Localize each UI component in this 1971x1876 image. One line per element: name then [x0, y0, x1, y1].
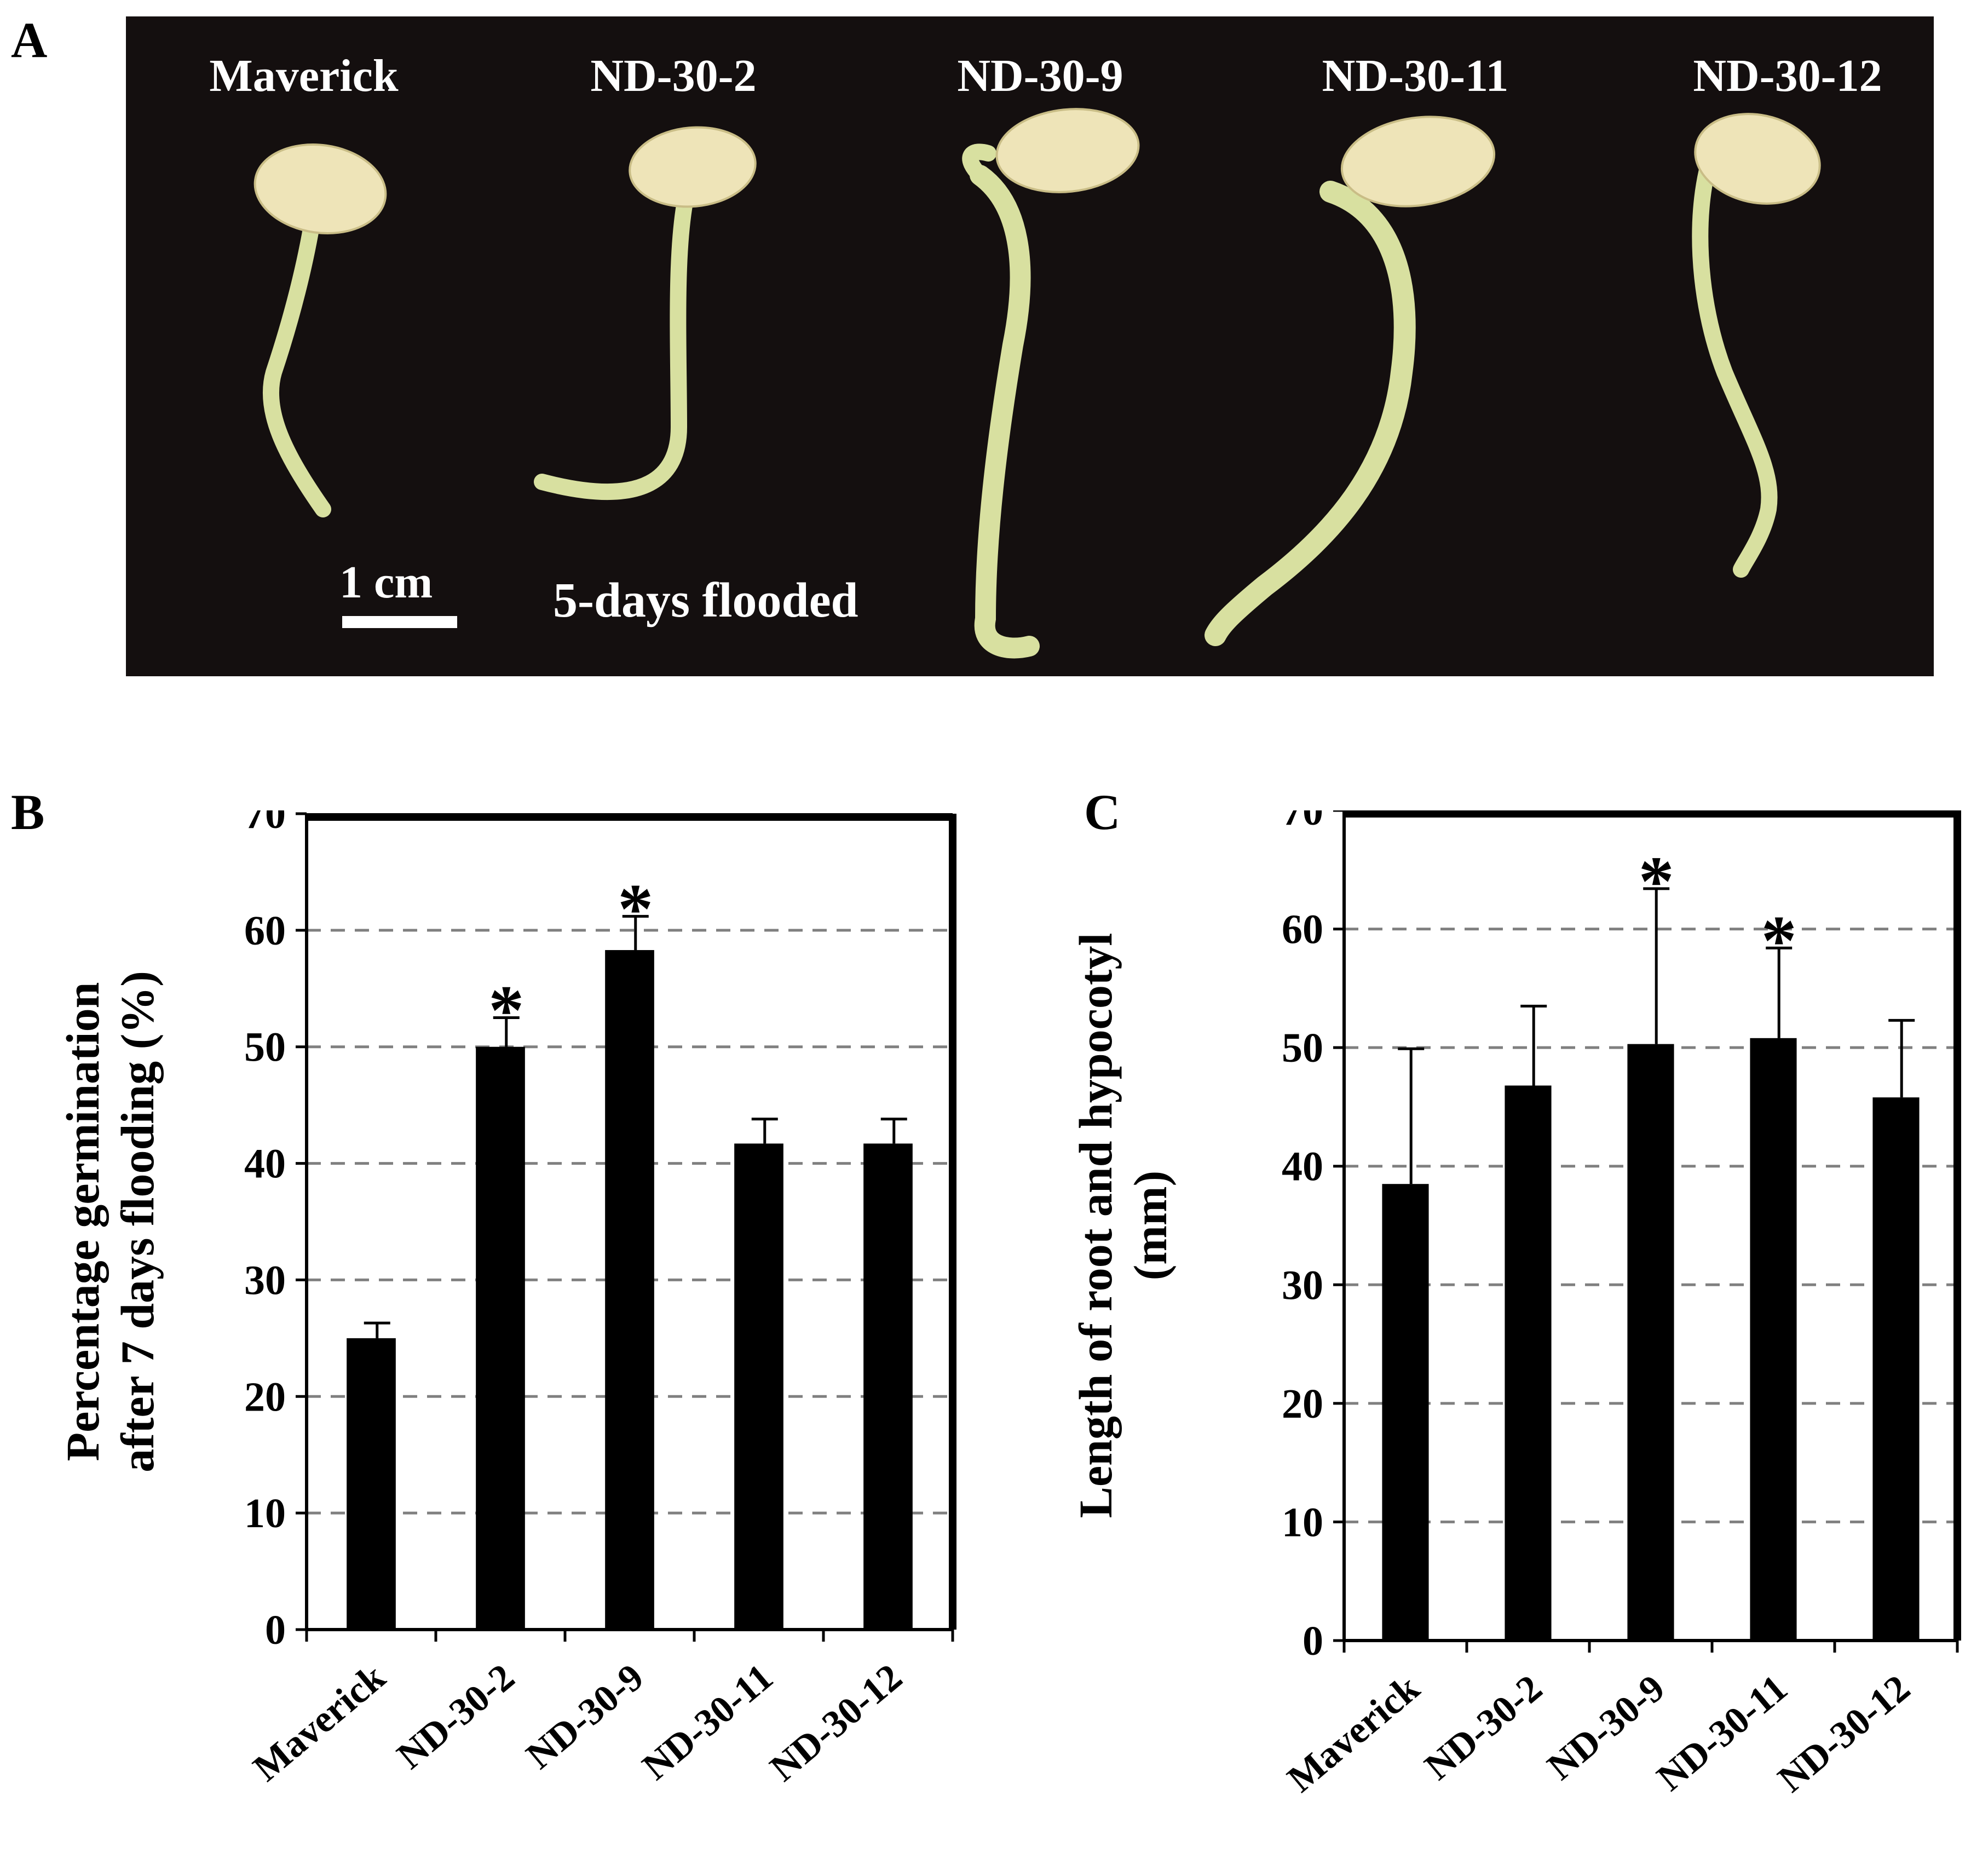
b-bar-2 — [605, 950, 654, 1630]
sample-label-nd-30-12: ND-30-12 — [1693, 50, 1882, 101]
c-x-label-3: ND-30-11 — [1649, 1667, 1795, 1799]
b-y-label-30: 30 — [244, 1257, 286, 1303]
c-y-label-10: 10 — [1282, 1499, 1323, 1545]
seedlings-illustration — [253, 108, 1821, 659]
c-y-label-40: 40 — [1282, 1144, 1323, 1190]
b-y-axis-title-line-1: after 7 days flooding (%) — [111, 971, 164, 1472]
c-x-label-0: Maverick — [1280, 1667, 1427, 1800]
b-x-label-3: ND-30-11 — [635, 1656, 781, 1788]
panel-a-letter: A — [11, 12, 48, 68]
c-bar-0 — [1382, 1184, 1429, 1641]
b-x-label-4: ND-30-12 — [762, 1656, 910, 1789]
b-y-axis-title-line-0: Percentage germination — [56, 982, 109, 1461]
b-bar-0 — [347, 1338, 396, 1630]
sample-label-nd-30-9: ND-30-9 — [957, 50, 1123, 101]
seed-nd-30-9 — [995, 108, 1140, 193]
b-y-label-20: 20 — [244, 1374, 286, 1420]
b-significance-1: * — [488, 971, 524, 1050]
c-y-label-30: 30 — [1282, 1262, 1323, 1308]
c-bar-4 — [1872, 1097, 1920, 1641]
c-x-label-1: ND-30-2 — [1417, 1667, 1550, 1788]
c-y-label-70: 70 — [1282, 810, 1323, 834]
b-y-label-50: 50 — [244, 1025, 286, 1071]
c-significance-2: * — [1639, 842, 1674, 921]
chart-b: Maverick * ND-30-2 * ND-30-9ND-30-11ND-30-12… — [56, 810, 956, 1789]
c-x-label-4: ND-30-12 — [1770, 1667, 1918, 1800]
seedling-stem-maverick — [262, 197, 331, 517]
c-y-label-50: 50 — [1282, 1025, 1323, 1071]
c-y-label-60: 60 — [1282, 907, 1323, 953]
seedling-stem-nd-30-11 — [1204, 181, 1416, 646]
b-significance-2: * — [618, 870, 653, 948]
scale-bar — [342, 616, 457, 628]
c-y-axis-title-line-1: (mm) — [1124, 1171, 1177, 1281]
c-bar-1 — [1505, 1085, 1552, 1641]
c-y-label-20: 20 — [1282, 1381, 1323, 1427]
b-y-label-0: 0 — [265, 1607, 286, 1653]
sample-label-nd-30-11: ND-30-11 — [1322, 50, 1509, 101]
b-y-label-40: 40 — [244, 1141, 286, 1187]
scale-bar-label: 1 cm — [339, 557, 433, 608]
b-y-label-70: 70 — [244, 810, 286, 837]
condition-label: 5-days flooded — [553, 573, 858, 628]
c-bar-2 — [1627, 1044, 1674, 1641]
b-y-label-10: 10 — [244, 1491, 286, 1537]
panel-b-letter: B — [11, 784, 45, 840]
b-bar-1 — [476, 1046, 525, 1630]
seed-nd-30-12 — [1694, 113, 1821, 205]
chart-c: MaverickND-30-2*ND-30-9*ND-30-11ND-30-12… — [1069, 810, 1961, 1800]
seedling-stem-nd-30-12 — [1692, 140, 1778, 578]
sample-label-nd-30-2: ND-30-2 — [590, 50, 757, 101]
panel-c-letter: C — [1084, 784, 1121, 840]
seedling-photo: Maverick ND-30-2 ND-30-9 ND-30-11 ND-30-… — [126, 16, 1934, 676]
seedling-stem-nd-30-2 — [534, 172, 698, 500]
sample-label-maverick: Maverick — [209, 50, 399, 101]
b-x-label-2: ND-30-9 — [518, 1656, 652, 1777]
seedling-stem-nd-30-9 — [970, 165, 1040, 659]
b-bar-3 — [734, 1143, 783, 1630]
seed-nd-30-2 — [629, 126, 757, 208]
b-x-label-1: ND-30-2 — [389, 1656, 522, 1777]
c-significance-3: * — [1761, 901, 1797, 980]
c-y-label-0: 0 — [1303, 1618, 1323, 1664]
c-bar-3 — [1750, 1038, 1797, 1641]
b-y-label-60: 60 — [244, 908, 286, 954]
b-bar-4 — [863, 1143, 913, 1630]
c-y-axis-title-line-0: Length of root and hypocotyl — [1069, 933, 1122, 1518]
seed-maverick — [253, 143, 387, 234]
b-x-label-0: Maverick — [245, 1656, 393, 1789]
seed-nd-30-11 — [1340, 116, 1496, 208]
